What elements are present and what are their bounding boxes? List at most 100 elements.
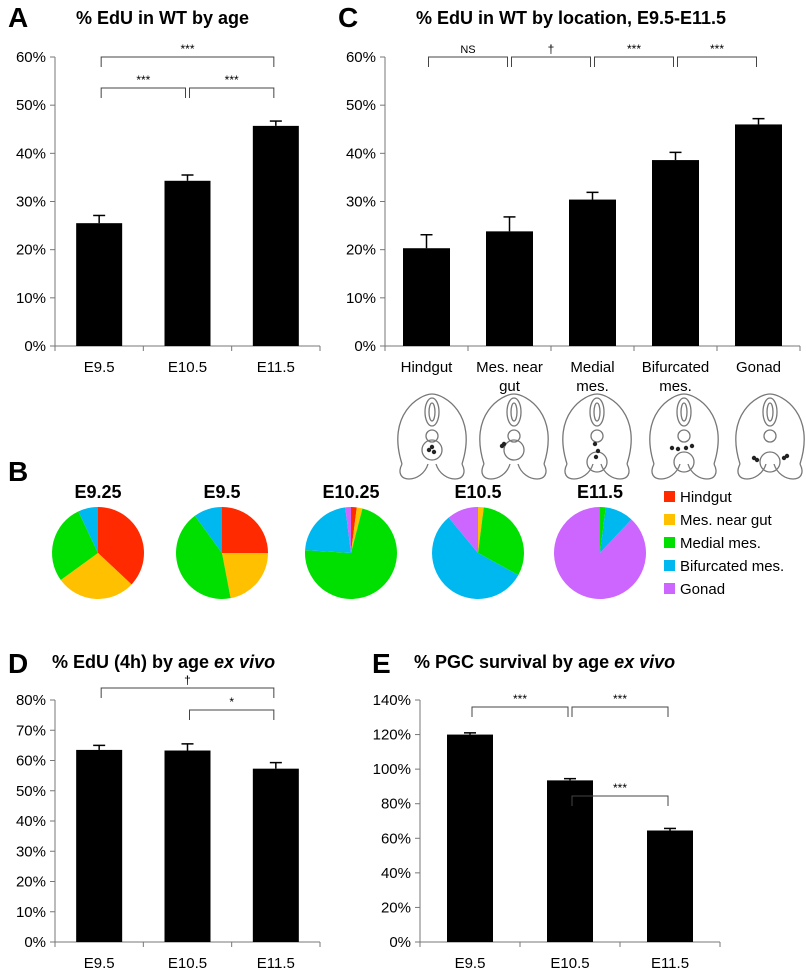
neural-lumen xyxy=(593,402,601,422)
lateral-fold-right xyxy=(600,463,630,480)
panel-d-title: % EdU (4h) by age ex vivo xyxy=(52,652,275,673)
significance-label: *** xyxy=(613,781,627,795)
legend-label: Hindgut xyxy=(680,489,733,506)
pie-slice-mes-near-gut xyxy=(222,553,268,599)
pgc-dot xyxy=(593,454,599,460)
panel-c-title: % EdU in WT by location, E9.5-E11.5 xyxy=(416,8,727,28)
legend-label: Bifurcated mes. xyxy=(680,558,784,575)
significance-bracket xyxy=(189,87,275,98)
neural-lumen xyxy=(680,402,688,422)
panel-e-title: % PGC survival by age ex vivo xyxy=(414,652,675,673)
y-tick-label: 0% xyxy=(24,338,46,355)
legend-swatch xyxy=(664,491,675,502)
significance-bracket xyxy=(511,56,591,67)
pie-slice-mes-near-gut xyxy=(60,553,132,599)
notochord xyxy=(763,429,777,443)
pie-slice-bifurcated-mes- xyxy=(194,507,222,553)
pgc-dot xyxy=(595,448,601,454)
body-outline xyxy=(649,393,719,465)
significance-label: NS xyxy=(460,44,475,56)
y-tick-label: 80% xyxy=(381,796,411,813)
y-tick-label: 30% xyxy=(16,194,46,211)
y-tick-label: 60% xyxy=(346,49,376,66)
x-category-label: E9.5 xyxy=(84,955,115,971)
y-tick-label: 70% xyxy=(16,722,46,739)
bar-e9-5 xyxy=(76,223,123,346)
significance-bracket xyxy=(571,706,669,717)
significance-bracket xyxy=(100,687,275,698)
lateral-fold-left xyxy=(481,463,511,480)
bar-e10-5 xyxy=(164,750,211,942)
pie-slice-medial-mes- xyxy=(478,507,524,576)
legend-label: Mes. near gut xyxy=(680,512,773,529)
y-tick-label: 50% xyxy=(16,783,46,800)
embryo-section-sketch xyxy=(649,393,719,480)
gut xyxy=(759,451,781,473)
gut xyxy=(503,439,525,461)
legend-label: Gonad xyxy=(680,581,725,598)
pie-label: E9.25 xyxy=(74,482,121,502)
x-category-label: Hindgut xyxy=(401,359,454,376)
significance-bracket xyxy=(571,795,669,806)
y-tick-label: 0% xyxy=(389,934,411,951)
bar-bifurcated-mes- xyxy=(652,160,699,346)
y-tick-label: 20% xyxy=(16,242,46,259)
lateral-fold-right xyxy=(517,463,547,480)
significance-bracket xyxy=(100,87,186,98)
y-tick-label: 60% xyxy=(381,830,411,847)
bar-e11-5 xyxy=(252,125,299,347)
embryo-section-sketch xyxy=(397,393,467,480)
pie-slice-hindgut xyxy=(222,507,268,553)
bar-e11-5 xyxy=(647,830,693,942)
body-outline xyxy=(562,393,632,465)
legend-swatch xyxy=(664,537,675,548)
y-tick-label: 30% xyxy=(346,194,376,211)
x-category-label: Mes. near xyxy=(476,359,543,376)
x-category-label: E11.5 xyxy=(257,955,295,971)
neural-lumen xyxy=(428,402,436,422)
pgc-dot xyxy=(754,457,760,463)
bar-e11-5 xyxy=(252,768,299,942)
significance-label: *** xyxy=(710,42,724,56)
notochord xyxy=(507,429,521,443)
significance-label: *** xyxy=(180,42,194,56)
lateral-fold-right xyxy=(435,463,465,480)
pgc-dot xyxy=(669,445,675,451)
pgc-dot xyxy=(675,446,681,452)
y-tick-label: 30% xyxy=(16,843,46,860)
y-tick-label: 120% xyxy=(373,727,411,744)
y-tick-label: 100% xyxy=(373,761,411,778)
notochord xyxy=(677,429,691,443)
pgc-dot xyxy=(501,441,507,447)
legend-swatch xyxy=(664,560,675,571)
pie-slice-medial-mes- xyxy=(600,507,606,553)
bar-hindgut xyxy=(403,248,450,346)
embryo-section-sketch xyxy=(562,393,632,480)
y-tick-label: 20% xyxy=(346,242,376,259)
bar-medial-mes- xyxy=(569,199,616,346)
pie-slice-medial-mes- xyxy=(175,515,231,600)
pie-slice-bifurcated-mes- xyxy=(78,507,98,553)
y-tick-label: 0% xyxy=(24,934,46,951)
panel-d-title-text: % EdU (4h) by age xyxy=(52,652,215,672)
significance-label: * xyxy=(229,695,234,709)
y-tick-label: 10% xyxy=(346,290,376,307)
y-tick-label: 10% xyxy=(16,290,46,307)
significance-label: *** xyxy=(627,42,641,56)
panel-letter-c: C xyxy=(338,2,359,33)
y-tick-label: 0% xyxy=(354,338,376,355)
x-category-label: Medial xyxy=(570,359,614,376)
panel-letter-e: E xyxy=(372,648,391,679)
pie-slice-gonad xyxy=(345,507,351,553)
x-category-label: Gonad xyxy=(736,359,781,376)
x-category-label: E10.5 xyxy=(168,359,207,376)
neural-lumen xyxy=(766,402,774,422)
gut xyxy=(586,451,608,473)
panel-e-title-text: % PGC survival by age xyxy=(414,652,615,672)
panel-d-title-emphasis: ex vivo xyxy=(214,652,276,672)
significance-label: † xyxy=(548,42,555,56)
x-category-label: E11.5 xyxy=(257,359,295,376)
